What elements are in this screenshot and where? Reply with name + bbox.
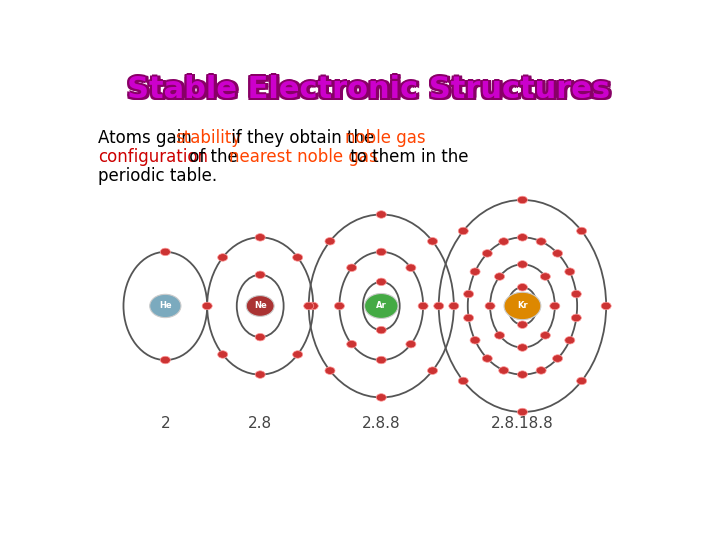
Text: nearest noble gas: nearest noble gas	[230, 148, 378, 166]
Circle shape	[346, 340, 356, 348]
Text: Stable Electronic Structures: Stable Electronic Structures	[130, 73, 613, 103]
Circle shape	[255, 333, 265, 341]
Circle shape	[536, 238, 546, 245]
Circle shape	[464, 291, 474, 298]
Text: 2.8.18.8: 2.8.18.8	[491, 416, 554, 431]
Circle shape	[536, 367, 546, 374]
Circle shape	[377, 326, 387, 334]
Circle shape	[217, 254, 228, 261]
Circle shape	[377, 211, 387, 218]
Circle shape	[449, 302, 459, 310]
Circle shape	[364, 294, 398, 319]
Circle shape	[406, 264, 416, 272]
Text: Stable Electronic Structures: Stable Electronic Structures	[125, 77, 608, 106]
Circle shape	[433, 302, 444, 310]
Circle shape	[464, 314, 474, 322]
Circle shape	[499, 367, 509, 374]
Circle shape	[406, 340, 416, 348]
Circle shape	[499, 238, 509, 245]
Circle shape	[255, 234, 265, 241]
Circle shape	[518, 234, 528, 241]
Circle shape	[308, 302, 318, 310]
Circle shape	[470, 268, 480, 275]
Circle shape	[255, 271, 265, 279]
Circle shape	[377, 278, 387, 286]
Circle shape	[485, 302, 495, 310]
Text: Stable Electronic Structures: Stable Electronic Structures	[127, 73, 611, 102]
Text: Stable Electronic Structures: Stable Electronic Structures	[125, 75, 608, 104]
Circle shape	[470, 336, 480, 344]
Circle shape	[458, 377, 468, 384]
Text: if they obtain the: if they obtain the	[226, 129, 380, 147]
Circle shape	[504, 292, 541, 320]
Text: 2.8: 2.8	[248, 416, 272, 431]
Circle shape	[325, 367, 335, 374]
Circle shape	[217, 351, 228, 358]
Circle shape	[601, 302, 611, 310]
Circle shape	[377, 248, 387, 255]
Text: of the: of the	[184, 148, 243, 166]
Circle shape	[377, 356, 387, 364]
Circle shape	[571, 291, 581, 298]
Circle shape	[540, 332, 550, 339]
Circle shape	[577, 377, 587, 384]
Text: 2.8.8: 2.8.8	[362, 416, 400, 431]
Circle shape	[334, 302, 344, 310]
Circle shape	[428, 238, 438, 245]
Text: He: He	[159, 301, 171, 310]
Circle shape	[564, 336, 575, 344]
Circle shape	[482, 355, 492, 362]
Text: Stable Electronic Structures: Stable Electronic Structures	[125, 73, 608, 103]
Circle shape	[255, 371, 265, 379]
Text: Stable Electronic Structures: Stable Electronic Structures	[130, 75, 613, 104]
Circle shape	[304, 302, 314, 310]
Circle shape	[292, 254, 302, 261]
Text: Ne: Ne	[254, 301, 266, 310]
Text: Stable Electronic Structures: Stable Electronic Structures	[127, 77, 611, 106]
Circle shape	[495, 273, 505, 280]
Circle shape	[518, 196, 528, 204]
Circle shape	[161, 248, 171, 255]
Circle shape	[518, 261, 528, 268]
Text: Atoms gain: Atoms gain	[99, 129, 197, 147]
Circle shape	[564, 268, 575, 275]
Circle shape	[550, 302, 560, 310]
Circle shape	[540, 273, 550, 280]
Circle shape	[495, 332, 505, 339]
Circle shape	[577, 227, 587, 235]
Circle shape	[418, 302, 428, 310]
Text: Ar: Ar	[376, 301, 387, 310]
Text: to them in the: to them in the	[345, 148, 468, 166]
Circle shape	[161, 356, 171, 364]
Circle shape	[552, 355, 562, 362]
Text: configuration: configuration	[99, 148, 208, 166]
Circle shape	[292, 351, 302, 358]
Circle shape	[377, 394, 387, 401]
Circle shape	[518, 344, 528, 352]
Text: periodic table.: periodic table.	[99, 167, 217, 185]
Text: Kr: Kr	[517, 301, 528, 310]
Text: Stable Electronic Structures: Stable Electronic Structures	[127, 75, 611, 104]
Text: noble gas: noble gas	[346, 129, 426, 147]
Circle shape	[518, 408, 528, 416]
Text: Stable Electronic Structures: Stable Electronic Structures	[130, 77, 613, 106]
Text: 2: 2	[161, 416, 170, 431]
Circle shape	[346, 264, 356, 272]
Circle shape	[150, 294, 181, 318]
Circle shape	[552, 249, 562, 257]
Circle shape	[482, 249, 492, 257]
Circle shape	[518, 321, 528, 328]
Circle shape	[428, 367, 438, 374]
Circle shape	[571, 314, 581, 322]
Text: stability: stability	[175, 129, 241, 147]
Circle shape	[202, 302, 212, 310]
Circle shape	[246, 295, 274, 316]
Circle shape	[458, 227, 468, 235]
Circle shape	[518, 284, 528, 291]
Circle shape	[518, 371, 528, 379]
Circle shape	[325, 238, 335, 245]
